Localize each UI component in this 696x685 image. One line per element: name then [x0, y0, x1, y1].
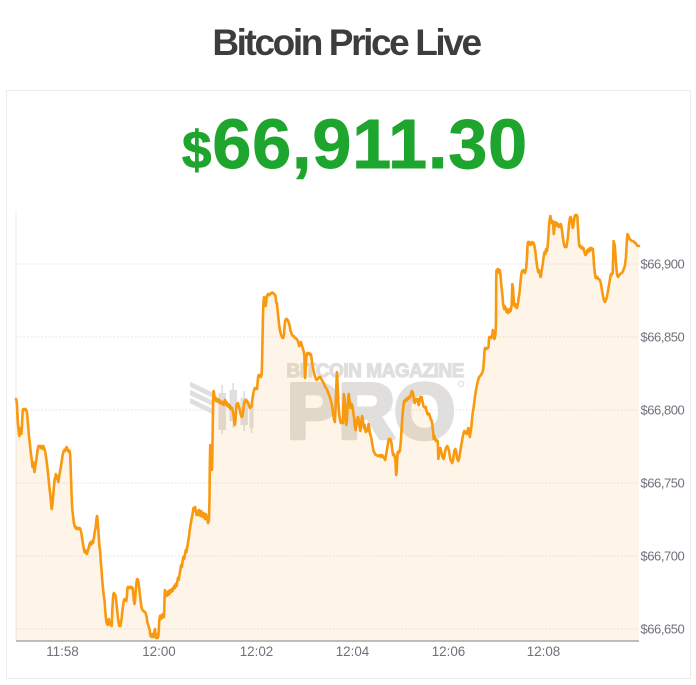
svg-text:$66,650: $66,650 [641, 622, 685, 637]
svg-text:12:00: 12:00 [142, 644, 176, 659]
svg-text:12:06: 12:06 [432, 644, 466, 659]
svg-text:$66,700: $66,700 [641, 549, 685, 564]
svg-text:12:08: 12:08 [527, 644, 561, 659]
svg-text:BITCOIN MAGAZINE: BITCOIN MAGAZINE [287, 361, 465, 382]
svg-text:$66,750: $66,750 [641, 476, 685, 491]
svg-text:11:58: 11:58 [46, 644, 79, 659]
svg-text:$66,900: $66,900 [641, 257, 685, 272]
svg-text:12:04: 12:04 [336, 644, 370, 659]
svg-text:$66,850: $66,850 [641, 330, 685, 345]
svg-text:$66,800: $66,800 [641, 403, 685, 418]
svg-text:12:02: 12:02 [240, 644, 274, 659]
